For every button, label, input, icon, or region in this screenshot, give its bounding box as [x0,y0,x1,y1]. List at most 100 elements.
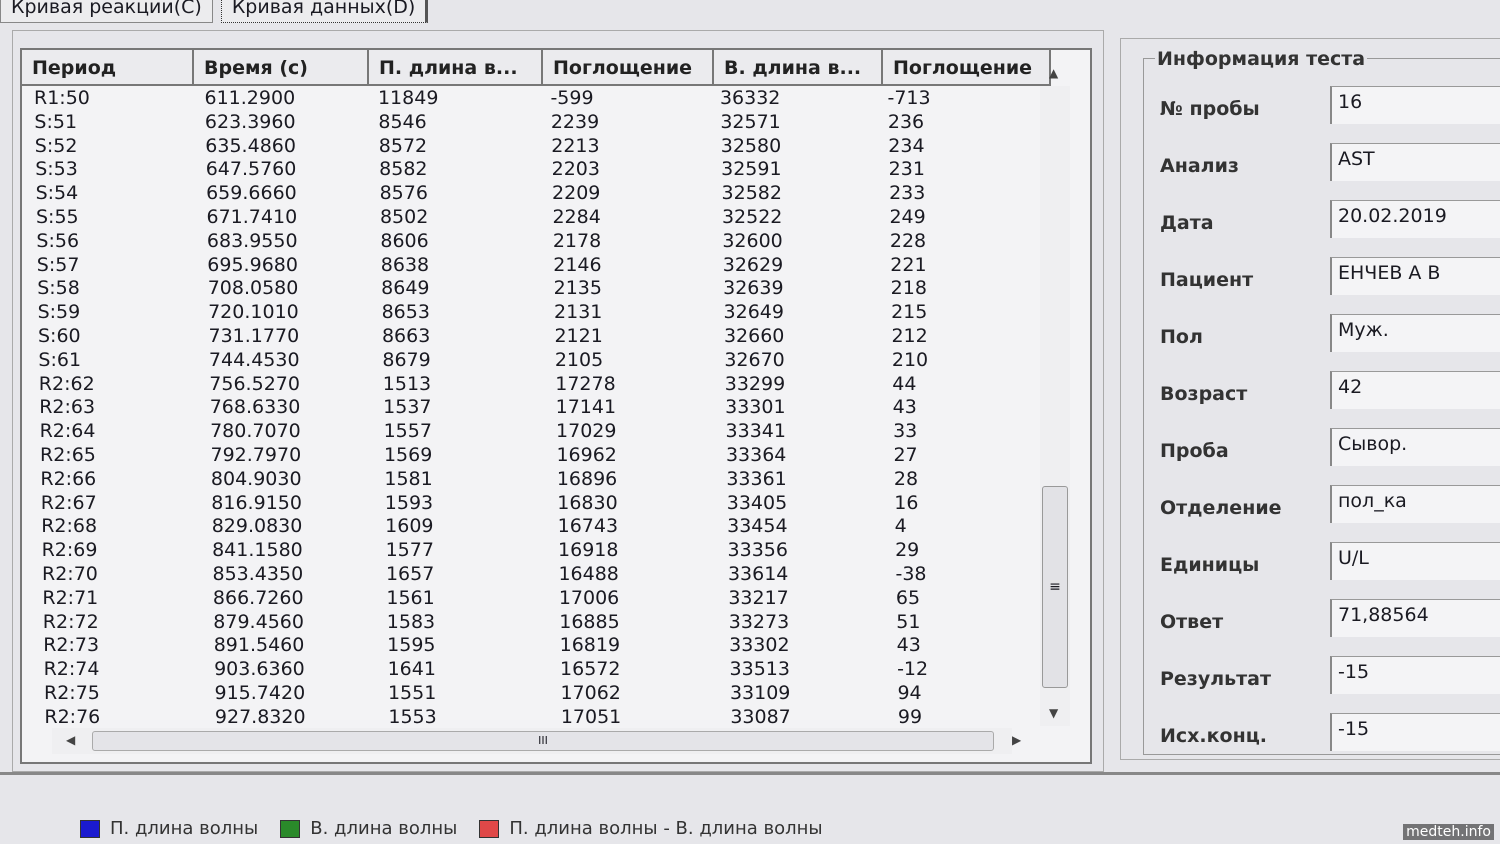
table-cell: -713 [887,87,931,109]
table-cell: 16743 [557,515,619,538]
table-cell: 623.3960 [204,110,296,133]
scroll-down-icon[interactable]: ▼ [1049,706,1059,720]
table-cell: 17141 [555,396,617,419]
field-value[interactable]: U/L [1330,542,1500,580]
scroll-right-icon[interactable]: ▶ [1012,733,1022,747]
table-cell: 1609 [385,515,434,538]
table-row[interactable]: S:55 671.7410 8502 2284 32522 249 [22,205,1042,229]
scroll-left-icon[interactable]: ◀ [66,733,76,747]
legend-label: В. длина волны [310,818,458,839]
table-cell: S:52 [34,134,78,157]
table-cell: 780.7070 [210,420,301,443]
field-value[interactable]: -15 [1330,713,1500,751]
table-cell: R2:75 [44,681,100,704]
table-cell: 32522 [721,205,783,228]
table-row[interactable]: R2:68 829.0830 1609 16743 33454 4 [22,514,1042,538]
table-cell: 1641 [387,658,436,681]
table-cell: 1583 [386,610,436,633]
info-field: Результат -15 [1150,656,1500,700]
table-cell: 27 [893,443,918,466]
scroll-thumb[interactable]: ≡ [1042,486,1068,688]
table-row[interactable]: S:61 744.4530 8679 2105 32670 210 [22,348,1042,372]
field-value[interactable]: 16 [1330,86,1500,124]
table-row[interactable]: R2:71 866.7260 1561 17006 33217 65 [22,586,1042,610]
table-row[interactable]: S:58 708.0580 8649 2135 32639 218 [22,276,1042,300]
table-cell: 1551 [387,681,437,704]
table-cell: 8572 [378,134,428,157]
field-value[interactable]: 71,88564 [1330,599,1500,637]
column-header[interactable]: Время (с) [194,50,369,84]
table-row[interactable]: R2:72 879.4560 1583 16885 33273 51 [22,610,1042,634]
table-row[interactable]: S:56 683.9550 8606 2178 32600 228 [22,229,1042,253]
table-row[interactable]: S:52 635.4860 8572 2213 32580 234 [22,134,1042,158]
column-header[interactable]: Период [22,50,194,84]
tab-data-curve[interactable]: Кривая данных(D) [220,0,429,23]
table-cell: -12 [897,658,929,681]
table-row[interactable]: R2:67 816.9150 1593 16830 33405 16 [22,491,1042,515]
field-value[interactable]: ЕНЧЕВ А В [1330,257,1500,295]
table-row[interactable]: S:51 623.3960 8546 2239 32571 236 [22,110,1042,134]
horizontal-scrollbar[interactable]: ◀ III ▶ [52,728,1021,754]
field-value[interactable]: Сывор. [1330,428,1500,466]
table-row[interactable]: R2:62 756.5270 1513 17278 33299 44 [22,372,1042,396]
table-row[interactable]: S:57 695.9680 8638 2146 32629 221 [22,253,1042,277]
table-cell: 2105 [554,348,604,371]
table-cell: 695.9680 [207,253,298,276]
table-cell: 16819 [559,634,621,657]
field-value[interactable]: 42 [1330,371,1500,409]
table-cell: 32670 [724,348,785,371]
scroll-up-icon[interactable]: ▲ [1049,66,1059,80]
table-cell: 33301 [725,396,786,419]
table-row[interactable]: R2:75 915.7420 1551 17062 33109 94 [22,681,1042,705]
table-row[interactable]: S:60 731.1770 8663 2121 32660 212 [22,324,1042,348]
info-field: № пробы 16 [1150,86,1500,130]
table-cell: 231 [888,158,925,181]
table-row[interactable]: R2:65 792.7970 1569 16962 33364 27 [22,443,1042,467]
table-row[interactable]: R2:63 768.6330 1537 17141 33301 43 [22,395,1042,419]
table-cell: 891.5460 [213,634,305,657]
table-cell: 8576 [379,182,428,205]
table-cell: R2:62 [38,372,95,395]
table-row[interactable]: R2:76 927.8320 1553 17051 33087 99 [22,705,1042,729]
column-header[interactable]: Поглощение [543,50,714,84]
table-cell: R2:68 [41,515,98,538]
table-row[interactable]: R2:73 891.5460 1595 16819 33302 43 [22,633,1042,657]
column-header[interactable]: В. длина в... [714,50,883,84]
field-value[interactable]: AST [1330,143,1500,181]
table-cell: 2209 [552,182,601,205]
table-row[interactable]: R2:70 853.4350 1657 16488 33614 -38 [22,562,1042,586]
table-cell: 99 [897,705,923,728]
table-cell: 33273 [728,610,790,633]
table-cell: 8546 [378,110,427,133]
table-cell: 33087 [730,705,791,728]
column-header[interactable]: Поглощение [883,50,1051,84]
hscroll-thumb[interactable]: III [92,731,994,751]
table-row[interactable]: S:59 720.1010 8653 2131 32649 215 [22,300,1042,324]
table-row[interactable]: R1:50 611.2900 11849 -599 36332 -713 [22,86,1042,110]
table-cell: 33513 [729,658,790,681]
table-cell: 16918 [558,539,619,562]
field-value[interactable]: Муж. [1330,314,1500,352]
table-cell: 1557 [383,420,432,443]
table-cell: 647.5760 [205,158,297,181]
table-cell: 1593 [384,491,434,514]
table-row[interactable]: R2:69 841.1580 1577 16918 33356 29 [22,538,1042,562]
table-cell: S:59 [37,301,81,324]
field-value[interactable]: пол_ка [1330,485,1500,523]
table-cell: 212 [891,324,928,347]
table-cell: 8663 [381,324,431,347]
table-cell: -599 [550,87,594,109]
table-row[interactable]: S:54 659.6660 8576 2209 32582 233 [22,181,1042,205]
table-cell: 671.7410 [206,205,298,228]
column-header[interactable]: П. длина в... [369,50,543,84]
table-row[interactable]: R2:74 903.6360 1641 16572 33513 -12 [22,657,1042,681]
tab-reaction-curve[interactable]: Кривая реакции(C) [0,0,213,23]
field-value[interactable]: -15 [1330,656,1500,694]
table-cell: R2:67 [40,491,97,514]
table-row[interactable]: R2:64 780.7070 1557 17029 33341 33 [22,419,1042,443]
vertical-scrollbar[interactable]: ▲ ≡ ▼ [1040,66,1070,726]
field-label: Исх.конц. [1160,725,1268,747]
table-row[interactable]: S:53 647.5760 8582 2203 32591 231 [22,157,1042,181]
table-row[interactable]: R2:66 804.9030 1581 16896 33361 28 [22,467,1042,491]
field-value[interactable]: 20.02.2019 [1330,200,1500,238]
